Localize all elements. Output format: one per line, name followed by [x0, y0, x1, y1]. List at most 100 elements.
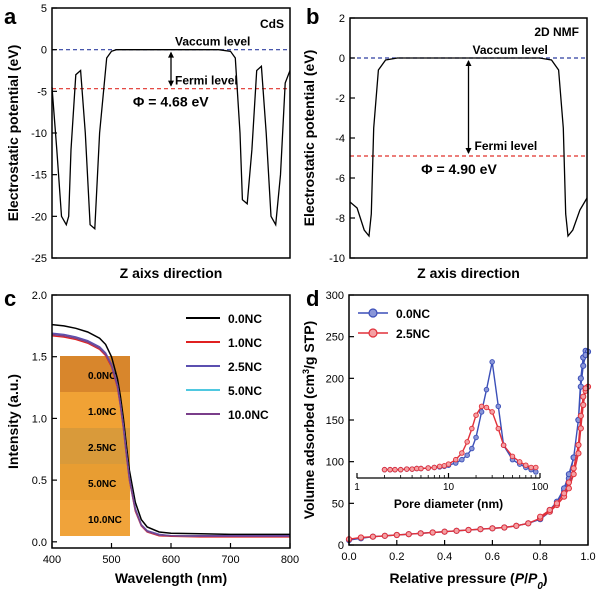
- isotherm-point: [537, 513, 544, 520]
- a-ytick-label: -20: [31, 211, 47, 223]
- a-ytick-label: -15: [31, 170, 47, 182]
- legend-label: 2.5NC: [396, 327, 430, 341]
- inset-point: [495, 403, 502, 410]
- c-xtick-label: 600: [162, 554, 180, 566]
- inset-point: [381, 466, 388, 473]
- sample-swatch: [60, 500, 130, 536]
- inset-point: [473, 434, 479, 441]
- legend-label: 0.0NC: [228, 312, 262, 326]
- vacuum-level-label: Vaccum level: [473, 43, 548, 57]
- c-ytick-label: 0.0: [32, 537, 47, 549]
- sample-swatch: [60, 428, 130, 464]
- isotherm-point: [513, 522, 520, 529]
- legend-label: 0.0NC: [396, 307, 430, 321]
- y-axis-title-c: Intensity (a.u.): [5, 374, 21, 469]
- inset-xtick-label: 1: [354, 482, 360, 493]
- x-axis-title-d: Relative pressure (P/P0): [389, 570, 547, 592]
- inset-point: [509, 453, 516, 460]
- isotherm-point: [465, 526, 472, 534]
- a-ytick-label: -10: [31, 128, 47, 140]
- isotherm-point: [561, 490, 568, 497]
- inset-point: [464, 439, 470, 445]
- c-xtick-label: 400: [43, 554, 61, 566]
- isotherm-point: [565, 479, 572, 486]
- inset-point: [489, 359, 495, 365]
- isotherm-point: [477, 526, 484, 533]
- vacuum-level-label: Vaccum level: [175, 35, 250, 49]
- sample-swatch-label: 2.5NC: [88, 443, 116, 454]
- d-ytick-label: 100: [326, 457, 344, 469]
- inset-point: [478, 403, 485, 410]
- d-xtick-label: 0.2: [389, 551, 404, 563]
- panel-a: a Vaccum level Fermi level Φ = 4.68 eV CdS 5 0…: [4, 3, 291, 281]
- isotherm-point: [429, 529, 436, 536]
- inset-xtick-label: 10: [443, 482, 455, 493]
- isotherm-point: [580, 401, 587, 409]
- y-axis-title-d: Volume adsorbed (cm3/g STP): [301, 321, 317, 519]
- inset-point: [533, 469, 539, 475]
- isotherm-point: [525, 520, 532, 527]
- c-xtick-label: 800: [281, 554, 299, 566]
- inset-point: [528, 464, 534, 471]
- inset-point: [464, 452, 470, 458]
- a-ytick-label: 5: [41, 3, 47, 15]
- b-ytick-label: -10: [329, 253, 345, 265]
- material-label: 2D NMF: [534, 25, 579, 39]
- inset-point: [409, 466, 415, 472]
- isotherm-point: [369, 533, 376, 540]
- d-xtick-label: 0.8: [533, 551, 548, 563]
- a-ytick-label: -25: [31, 253, 47, 265]
- inset-point: [533, 464, 539, 471]
- inset-point: [489, 409, 495, 415]
- fermi-level-label: Fermi level: [475, 139, 538, 153]
- x-axis-title-c: Wavelength (nm): [115, 570, 227, 586]
- isotherm-point: [565, 485, 572, 492]
- inset-point: [397, 466, 404, 473]
- potential-curve: [349, 57, 588, 238]
- sample-swatch: [60, 392, 130, 428]
- isotherm-point: [580, 362, 587, 369]
- isotherm-point: [489, 525, 496, 532]
- c-xtick-label: 700: [221, 554, 239, 566]
- isotherm-point: [381, 532, 388, 539]
- inset-point: [516, 459, 523, 465]
- c-ytick-label: 0.5: [32, 475, 47, 487]
- c-ytick-label: 2.0: [32, 290, 47, 302]
- inset-point: [425, 465, 431, 471]
- inset-point: [459, 450, 465, 456]
- sample-swatch: [60, 464, 130, 500]
- a-ytick-label: -5: [37, 86, 47, 98]
- inset-point: [445, 461, 452, 467]
- inset-point: [473, 412, 479, 418]
- legend-label: 2.5NC: [228, 360, 262, 374]
- series-line-10.0NC: [51, 333, 290, 538]
- inset-point: [469, 445, 475, 452]
- inset-point: [418, 465, 424, 472]
- isotherm-point: [405, 531, 412, 538]
- isotherm-point: [580, 393, 587, 400]
- isotherm-line-2.5NC: [348, 386, 589, 540]
- isotherm-point: [570, 471, 577, 478]
- inset-point: [523, 462, 529, 468]
- b-ytick-label: 0: [339, 53, 345, 65]
- material-label: CdS: [260, 17, 284, 31]
- potential-curve: [51, 49, 291, 231]
- inset-point: [387, 466, 393, 473]
- legend-label: 10.0NC: [228, 408, 269, 422]
- c-ytick-label: 1.0: [32, 413, 47, 425]
- fermi-level-label: Fermi level: [175, 74, 238, 88]
- sample-swatch-label: 10.0NC: [88, 515, 122, 526]
- b-ytick-label: -4: [335, 133, 345, 145]
- panel-letter-d: d: [306, 286, 319, 311]
- isotherm-point: [501, 524, 508, 531]
- d-ytick-label: 150: [326, 415, 344, 427]
- d-ytick-label: 0: [338, 540, 344, 552]
- inset-point: [404, 466, 410, 472]
- legend-marker: [368, 328, 378, 338]
- legend-label: 5.0NC: [228, 384, 262, 398]
- panel-letter-c: c: [4, 286, 16, 311]
- panel-c: c 0.0NC 1.0NC 2.5NC 5.0NC 10.0NC 0.0NC 1.0NC 2.5…: [4, 286, 299, 586]
- isotherm-point: [357, 534, 365, 541]
- inset-pore-distribution: 1 10 100 Pore diameter (nm): [354, 359, 549, 511]
- inset-point: [478, 409, 485, 415]
